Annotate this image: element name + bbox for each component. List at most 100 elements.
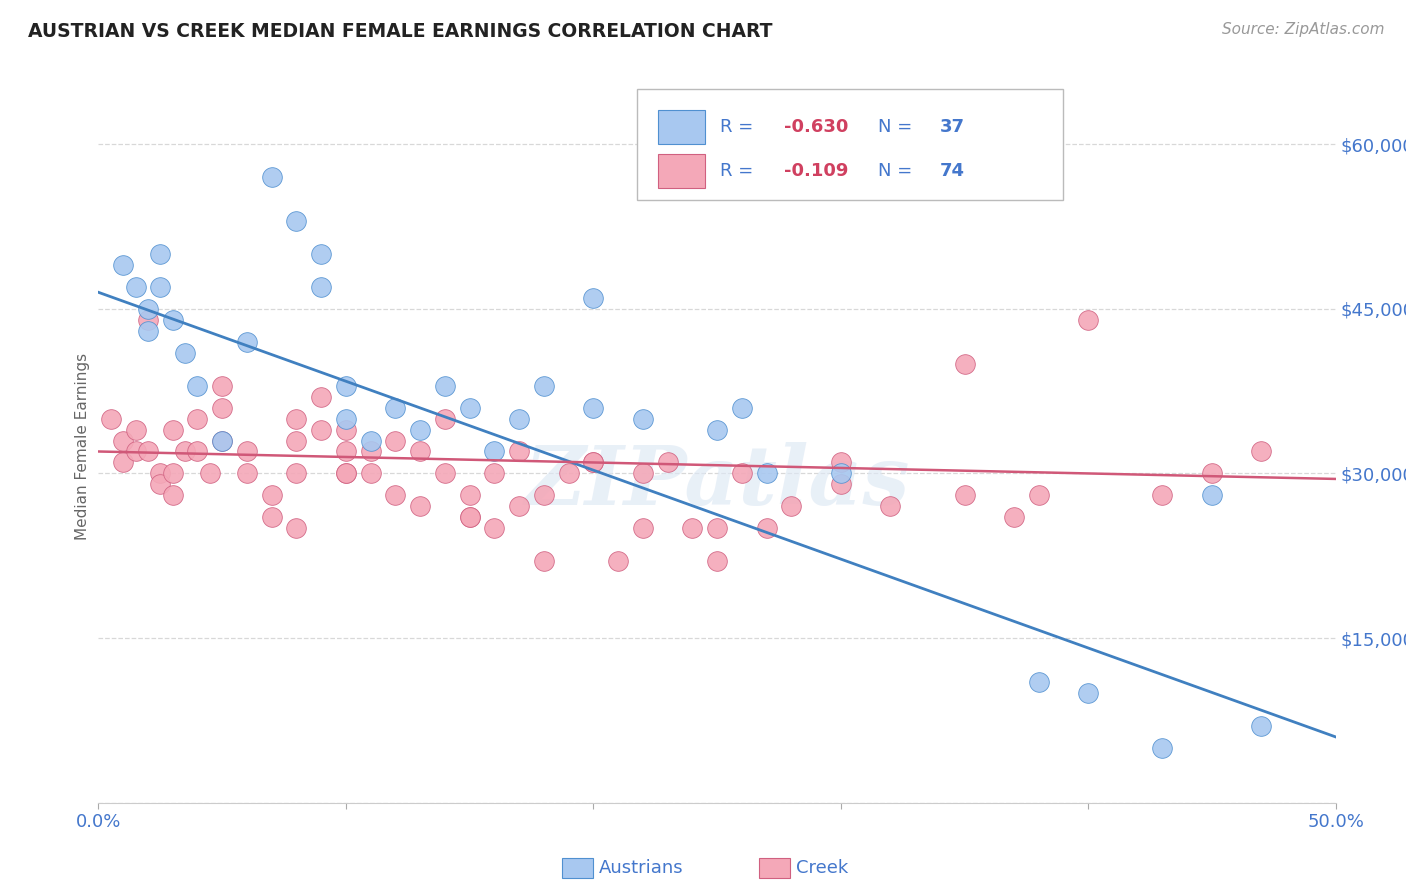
Point — [582, 401, 605, 415]
Point — [384, 401, 406, 415]
Text: AUSTRIAN VS CREEK MEDIAN FEMALE EARNINGS CORRELATION CHART: AUSTRIAN VS CREEK MEDIAN FEMALE EARNINGS… — [28, 22, 773, 41]
Point — [285, 467, 308, 481]
Point — [433, 467, 456, 481]
Text: 37: 37 — [939, 118, 965, 136]
Point — [484, 467, 506, 481]
Text: N =: N = — [877, 162, 918, 180]
Text: -0.630: -0.630 — [785, 118, 848, 136]
Point — [433, 378, 456, 392]
Point — [657, 455, 679, 469]
Text: 74: 74 — [939, 162, 965, 180]
Point — [433, 411, 456, 425]
Point — [124, 423, 146, 437]
Point — [136, 301, 159, 316]
Point — [236, 444, 259, 458]
Point — [309, 423, 332, 437]
Point — [1028, 675, 1050, 690]
Point — [1002, 510, 1025, 524]
Text: R =: R = — [720, 162, 758, 180]
Point — [162, 423, 184, 437]
Point — [236, 334, 259, 349]
Point — [830, 467, 852, 481]
Point — [149, 280, 172, 294]
Point — [260, 169, 283, 184]
Point — [582, 455, 605, 469]
Point — [731, 401, 754, 415]
Point — [780, 500, 803, 514]
Point — [309, 247, 332, 261]
Point — [149, 247, 172, 261]
Point — [186, 378, 208, 392]
Point — [953, 488, 976, 502]
Point — [830, 477, 852, 491]
Point — [706, 423, 728, 437]
Point — [211, 378, 233, 392]
Point — [1152, 488, 1174, 502]
Point — [360, 444, 382, 458]
Point — [484, 444, 506, 458]
Point — [112, 258, 135, 272]
Y-axis label: Median Female Earnings: Median Female Earnings — [75, 352, 90, 540]
Point — [1250, 444, 1272, 458]
Point — [309, 280, 332, 294]
Point — [508, 444, 530, 458]
Point — [186, 411, 208, 425]
Text: Creek: Creek — [796, 859, 848, 877]
Point — [335, 467, 357, 481]
Point — [335, 423, 357, 437]
Point — [706, 554, 728, 568]
Point — [607, 554, 630, 568]
Text: -0.109: -0.109 — [785, 162, 848, 180]
Point — [162, 467, 184, 481]
Point — [149, 467, 172, 481]
Point — [136, 312, 159, 326]
Text: N =: N = — [877, 118, 918, 136]
Point — [1201, 488, 1223, 502]
Point — [879, 500, 901, 514]
Point — [174, 345, 197, 359]
Point — [1152, 740, 1174, 755]
Point — [755, 521, 778, 535]
Point — [136, 444, 159, 458]
Point — [533, 378, 555, 392]
Text: R =: R = — [720, 118, 758, 136]
Point — [285, 214, 308, 228]
Point — [409, 444, 432, 458]
Point — [236, 467, 259, 481]
Point — [260, 488, 283, 502]
Point — [409, 423, 432, 437]
Point — [360, 467, 382, 481]
Point — [309, 390, 332, 404]
Point — [533, 488, 555, 502]
Point — [335, 444, 357, 458]
Text: Source: ZipAtlas.com: Source: ZipAtlas.com — [1222, 22, 1385, 37]
Point — [458, 510, 481, 524]
Point — [384, 488, 406, 502]
Point — [631, 467, 654, 481]
Point — [136, 324, 159, 338]
Point — [162, 488, 184, 502]
Point — [953, 357, 976, 371]
Point — [260, 510, 283, 524]
Point — [830, 455, 852, 469]
Point — [409, 500, 432, 514]
Point — [631, 411, 654, 425]
Point — [1077, 312, 1099, 326]
Point — [1028, 488, 1050, 502]
Point — [681, 521, 703, 535]
FancyBboxPatch shape — [658, 154, 704, 188]
Point — [285, 521, 308, 535]
Point — [508, 411, 530, 425]
Point — [211, 401, 233, 415]
Point — [484, 521, 506, 535]
Point — [706, 521, 728, 535]
Point — [162, 312, 184, 326]
Point — [100, 411, 122, 425]
Point — [1201, 467, 1223, 481]
Point — [582, 291, 605, 305]
Point — [285, 434, 308, 448]
Point — [198, 467, 221, 481]
Point — [186, 444, 208, 458]
Point — [360, 434, 382, 448]
FancyBboxPatch shape — [637, 89, 1063, 200]
